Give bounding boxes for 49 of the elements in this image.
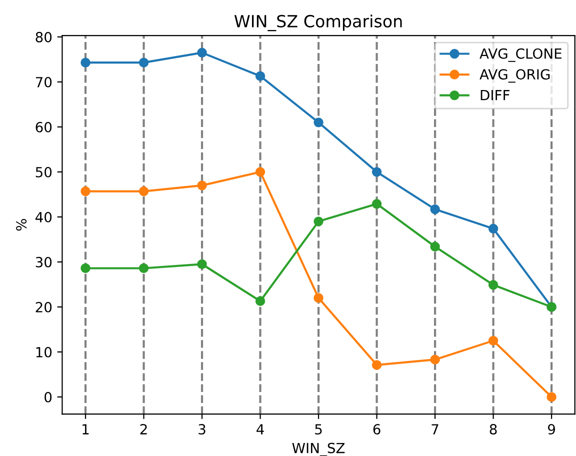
y-tick-label: 20 bbox=[36, 302, 52, 312]
y-tick-label: 30 bbox=[36, 256, 52, 268]
chart-title: WIN_SZ Comparison bbox=[234, 14, 402, 32]
legend-label: AVG_ORIG bbox=[480, 69, 550, 83]
point bbox=[314, 118, 324, 128]
y-tick-label: 60 bbox=[36, 122, 52, 132]
x-tick-label: 7 bbox=[432, 424, 438, 434]
y-tick-label: 80 bbox=[36, 32, 52, 42]
y-axis-title: % bbox=[16, 218, 27, 231]
point bbox=[197, 48, 207, 58]
point bbox=[80, 58, 90, 68]
x-tick-label: 6 bbox=[373, 424, 380, 435]
point bbox=[488, 224, 498, 234]
y-tick-label: 10 bbox=[36, 346, 52, 358]
x-axis-title: WIN_SZ bbox=[292, 442, 345, 456]
point bbox=[255, 296, 266, 306]
point bbox=[138, 58, 149, 68]
point bbox=[488, 336, 498, 346]
point bbox=[197, 259, 207, 270]
point bbox=[372, 167, 382, 177]
point bbox=[255, 71, 266, 81]
point bbox=[430, 242, 440, 252]
x-tick-label: 9 bbox=[548, 424, 555, 435]
x-tick-label: 5 bbox=[315, 424, 322, 435]
x-tick-label: 3 bbox=[198, 424, 206, 435]
point bbox=[138, 263, 149, 274]
point bbox=[314, 216, 324, 226]
y-tick-label: 70 bbox=[36, 76, 52, 88]
point bbox=[80, 263, 90, 274]
point bbox=[255, 167, 266, 177]
point bbox=[314, 293, 324, 303]
y-tick-label: 0 bbox=[44, 392, 52, 402]
point bbox=[488, 280, 498, 290]
point bbox=[372, 199, 382, 209]
x-tick-label: 4 bbox=[256, 424, 264, 434]
point bbox=[430, 354, 440, 364]
y-tick-label: 40 bbox=[35, 212, 52, 222]
x-tick-label: 8 bbox=[490, 424, 497, 435]
legend-label: AVG_CLONE bbox=[480, 48, 562, 62]
point bbox=[430, 204, 440, 214]
y-tick-label: 50 bbox=[36, 166, 52, 178]
point bbox=[197, 180, 207, 190]
point bbox=[372, 360, 382, 370]
point bbox=[546, 392, 556, 402]
legend-label: DIFF bbox=[480, 90, 510, 100]
x-tick-label: 1 bbox=[82, 424, 89, 434]
point bbox=[138, 186, 149, 196]
point bbox=[80, 186, 90, 196]
x-tick-label: 2 bbox=[140, 424, 147, 434]
